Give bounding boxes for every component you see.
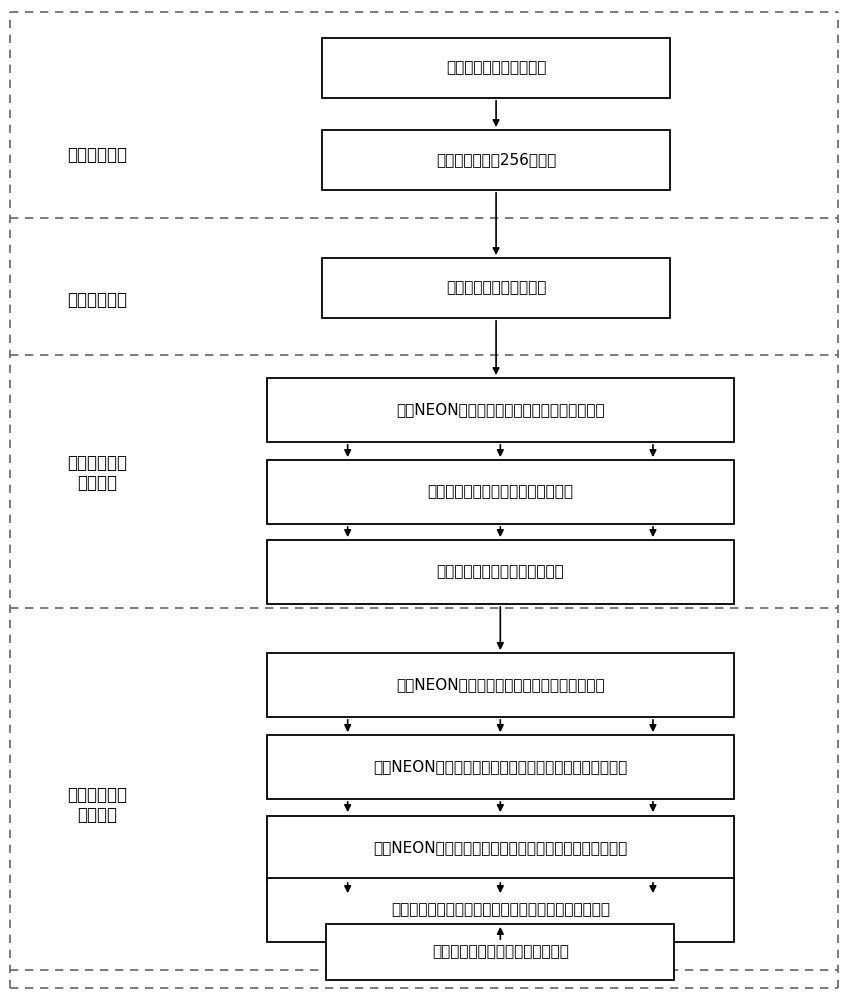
Bar <box>267 378 734 442</box>
Text: 极值区域检测: 极值区域检测 <box>68 291 127 309</box>
Text: 最大稳定极值
区域判定: 最大稳定极值 区域判定 <box>68 454 127 492</box>
Text: 设计NEON并行处理结构加速区域变化率的计算: 设计NEON并行处理结构加速区域变化率的计算 <box>396 402 605 418</box>
Text: 根据一阶矩和二阶矩计算出椭圆长短半轴以及长轴方向: 根据一阶矩和二阶矩计算出椭圆长短半轴以及长轴方向 <box>391 902 610 918</box>
Text: 最大稳定极值区域像元有序存储: 最大稳定极值区域像元有序存储 <box>437 564 564 580</box>
Bar <box>267 878 734 942</box>
Bar <box>267 460 734 524</box>
Text: 设计NEON并行处理结构加速中心矩阵主对角线元素的计算: 设计NEON并行处理结构加速中心矩阵主对角线元素的计算 <box>373 760 628 774</box>
Text: 拟合出最大稳定极值极值区域椭圆: 拟合出最大稳定极值极值区域椭圆 <box>432 944 569 960</box>
Bar <box>322 258 670 318</box>
Text: 排除相近极值区域与不稳定极值区域: 排除相近极值区域与不稳定极值区域 <box>427 485 573 499</box>
Text: 设计NEON并行处理结构加速几何一阶矩的计算: 设计NEON并行处理结构加速几何一阶矩的计算 <box>396 678 605 692</box>
Bar <box>267 653 734 717</box>
Bar <box>267 735 734 799</box>
Text: 采用邻域法则生成区域树: 采用邻域法则生成区域树 <box>446 280 546 296</box>
Bar <box>267 540 734 604</box>
Text: 设计NEON并行处理结构加速中心矩阵次对角线元素的计算: 设计NEON并行处理结构加速中心矩阵次对角线元素的计算 <box>373 840 628 856</box>
Bar <box>322 38 670 98</box>
Bar <box>326 924 674 980</box>
Bar <box>322 130 670 190</box>
Bar <box>267 816 734 880</box>
Text: 合并各等级得到256维序列: 合并各等级得到256维序列 <box>436 152 556 167</box>
Text: 最大稳定极值
区域拟合: 最大稳定极值 区域拟合 <box>68 786 127 824</box>
Text: 图像像素分等级快速排序: 图像像素分等级快速排序 <box>446 60 546 76</box>
Text: 图像像素排序: 图像像素排序 <box>68 146 127 164</box>
